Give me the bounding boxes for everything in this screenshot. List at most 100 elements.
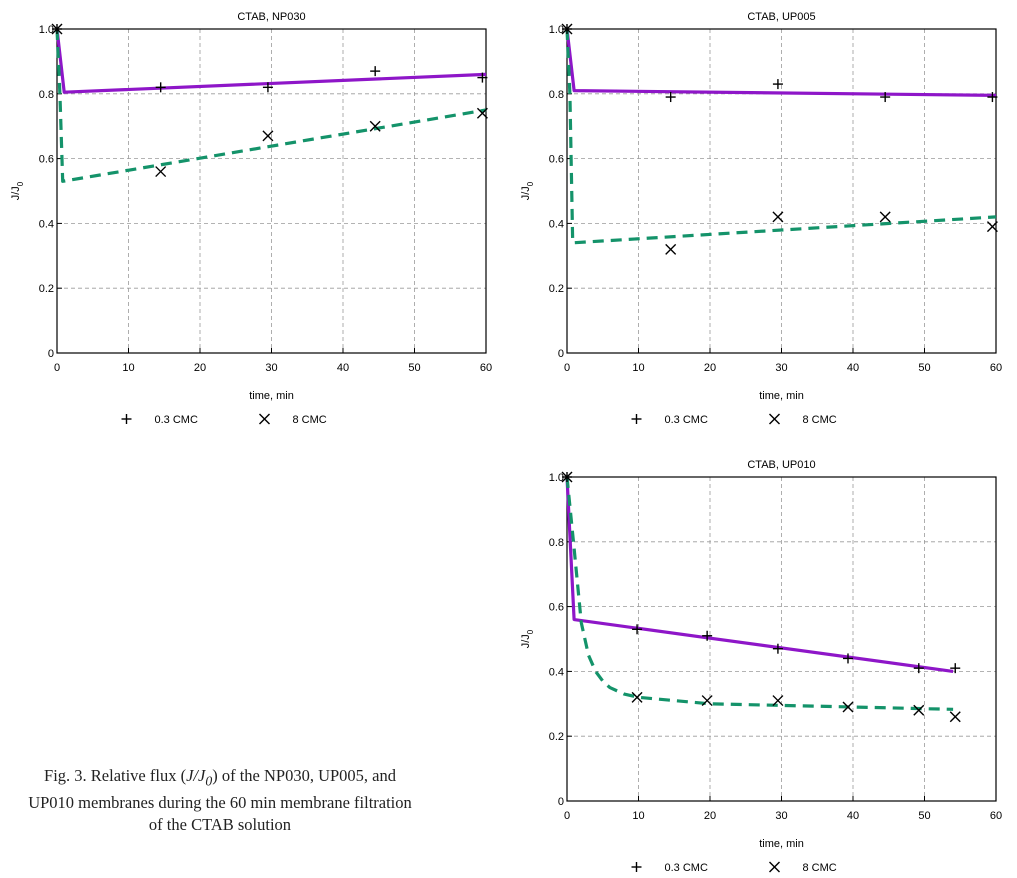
data-point-cross	[949, 711, 961, 723]
chart-title: CTAB, UP005	[747, 11, 815, 23]
data-point-cross	[51, 23, 63, 35]
x-tick-label: 10	[122, 362, 134, 374]
caption-italic: J/J	[186, 766, 206, 785]
marker-stroke	[772, 695, 784, 707]
data-point-cross	[986, 221, 998, 233]
marker-stroke	[561, 471, 573, 483]
y-axis-label-sub: 0	[16, 181, 25, 186]
data-point-plus	[632, 624, 643, 635]
data-point-cross	[665, 243, 677, 255]
data-point-plus	[370, 66, 381, 77]
marker-stroke	[369, 120, 381, 132]
data-point-cross	[262, 130, 274, 142]
chart-title: CTAB, UP010	[747, 459, 815, 471]
data-point-plus	[772, 79, 783, 90]
fit-line-dashed	[55, 28, 487, 183]
chart-3: 0 10 20 30 40 50 60 0 0.2 0.4 0.6 0.8 1.0 CTAB, UP010…	[520, 459, 1002, 874]
x-tick-label: 20	[704, 362, 716, 374]
legend-marker-cross	[769, 413, 780, 425]
marker-stroke	[913, 704, 925, 716]
data-point-plus	[702, 630, 713, 641]
x-tick-label: 50	[408, 362, 420, 374]
x-tick-label: 10	[632, 362, 644, 374]
legend-label: 8 CMC	[803, 862, 837, 874]
caption-prefix: Fig. 3. Relative flux (	[44, 766, 187, 785]
caption-suffix: ) of the NP030, UP005, and UP010 membran…	[28, 766, 412, 835]
y-tick-label: 0.8	[39, 89, 54, 101]
x-tick-label: 0	[54, 362, 60, 374]
data-point-cross	[913, 704, 925, 716]
y-tick-label: 0.4	[549, 666, 564, 678]
y-axis-label-main: J/J	[520, 634, 532, 648]
y-tick-label: 0.6	[549, 602, 564, 614]
data-point-plus	[987, 92, 998, 103]
data-point-plus	[665, 92, 676, 103]
data-point-plus	[477, 72, 488, 83]
data-point-cross	[561, 23, 573, 35]
marker-stroke	[476, 107, 488, 119]
x-tick-label: 60	[990, 810, 1002, 822]
legend-label: 8 CMC	[803, 414, 837, 426]
marker-stroke	[986, 221, 998, 233]
marker-stroke	[949, 711, 961, 723]
legend-label: 8 CMC	[293, 414, 327, 426]
x-tick-label: 40	[847, 362, 859, 374]
legend-marker-plus	[631, 862, 642, 872]
x-tick-label: 0	[564, 810, 570, 822]
x-tick-label: 30	[265, 362, 277, 374]
legend-label: 0.3 CMC	[665, 862, 708, 874]
y-tick-label: 0.2	[549, 283, 564, 295]
data-point-cross	[631, 691, 643, 703]
y-tick-label: 1.0	[39, 24, 54, 36]
y-tick-label: 0.8	[549, 537, 564, 549]
marker-stroke	[769, 413, 780, 425]
legend-marker-plus	[631, 414, 642, 424]
x-tick-label: 20	[704, 810, 716, 822]
legend-marker-cross	[769, 861, 780, 873]
y-tick-label: 0.6	[549, 154, 564, 166]
data-point-plus	[772, 643, 783, 654]
y-tick-label: 0	[558, 348, 564, 360]
marker-stroke	[561, 23, 573, 35]
data-point-plus	[950, 663, 961, 674]
data-point-cross	[155, 166, 167, 178]
marker-stroke	[879, 211, 891, 223]
y-tick-label: 1.0	[549, 472, 564, 484]
y-tick-label: 0.6	[39, 154, 54, 166]
y-axis-label-sub: 0	[526, 629, 535, 634]
x-tick-label: 50	[918, 362, 930, 374]
y-tick-label: 0	[48, 348, 54, 360]
chart-1: 0 10 20 30 40 50 60 0 0.2 0.4 0.6 0.8 1.0 CTAB, NP030…	[10, 11, 492, 426]
x-tick-label: 30	[775, 362, 787, 374]
x-tick-label: 30	[775, 810, 787, 822]
data-point-cross	[561, 471, 573, 483]
x-tick-label: 20	[194, 362, 206, 374]
x-tick-label: 50	[918, 810, 930, 822]
x-tick-label: 0	[564, 362, 570, 374]
marker-stroke	[51, 23, 63, 35]
data-point-cross	[879, 211, 891, 223]
y-tick-label: 0.8	[549, 89, 564, 101]
chart-2: 0 10 20 30 40 50 60 0 0.2 0.4 0.6 0.8 1.0 CTAB, UP005…	[520, 11, 1002, 426]
y-axis-label: J/J0	[520, 181, 535, 200]
marker-stroke	[701, 695, 713, 707]
data-point-plus	[880, 92, 891, 103]
y-axis-label-main: J/J	[520, 186, 532, 200]
x-axis-label: time, min	[249, 390, 294, 402]
y-tick-label: 0.2	[549, 731, 564, 743]
x-tick-label: 40	[337, 362, 349, 374]
x-tick-label: 40	[847, 810, 859, 822]
data-point-cross	[476, 107, 488, 119]
x-axis-label: time, min	[759, 390, 804, 402]
marker-stroke	[631, 691, 643, 703]
x-tick-label: 10	[632, 810, 644, 822]
y-tick-label: 0.4	[39, 218, 54, 230]
data-point-cross	[772, 695, 784, 707]
chart-title: CTAB, NP030	[237, 11, 305, 23]
data-point-cross	[842, 701, 854, 713]
legend-label: 0.3 CMC	[155, 414, 198, 426]
data-point-plus	[262, 82, 273, 93]
y-tick-label: 0.4	[549, 218, 564, 230]
marker-stroke	[155, 166, 167, 178]
